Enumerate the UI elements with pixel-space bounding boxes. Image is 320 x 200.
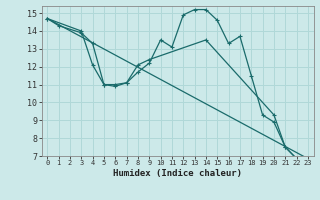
X-axis label: Humidex (Indice chaleur): Humidex (Indice chaleur) bbox=[113, 169, 242, 178]
